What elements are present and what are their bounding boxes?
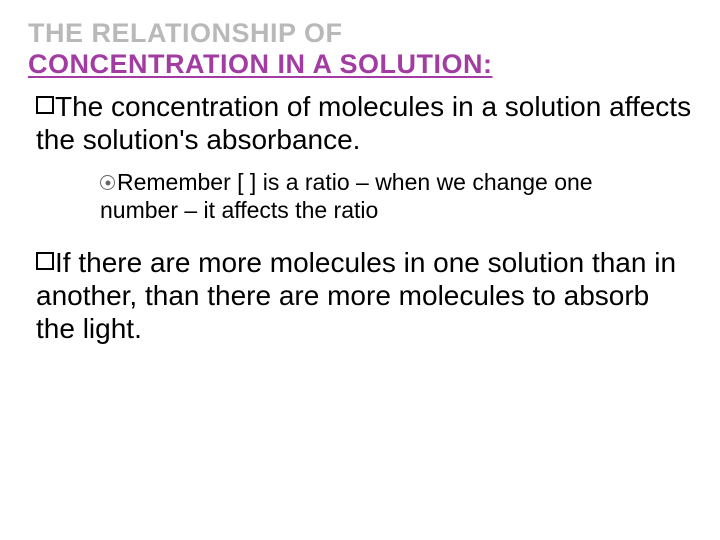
checkbox-icon [36,96,54,114]
title-line-1: THE RELATIONSHIP OF [28,18,692,49]
bullet-2: If there are more molecules in one solut… [36,246,692,345]
bullet-1: The concentration of molecules in a solu… [36,90,692,156]
title-line-2: CONCENTRATION IN A SOLUTION: [28,49,692,80]
sub-bullet: Remember [ ] is a ratio – when we change… [100,168,672,224]
target-icon [100,175,115,190]
bullet-1-text: The concentration of molecules in a solu… [36,91,691,155]
slide-title: THE RELATIONSHIP OF CONCENTRATION IN A S… [28,18,692,80]
sub-bullet-text: Remember [ ] is a ratio – when we change… [100,169,593,223]
checkbox-icon [36,252,54,270]
bullet-2-text: If there are more molecules in one solut… [36,247,676,344]
